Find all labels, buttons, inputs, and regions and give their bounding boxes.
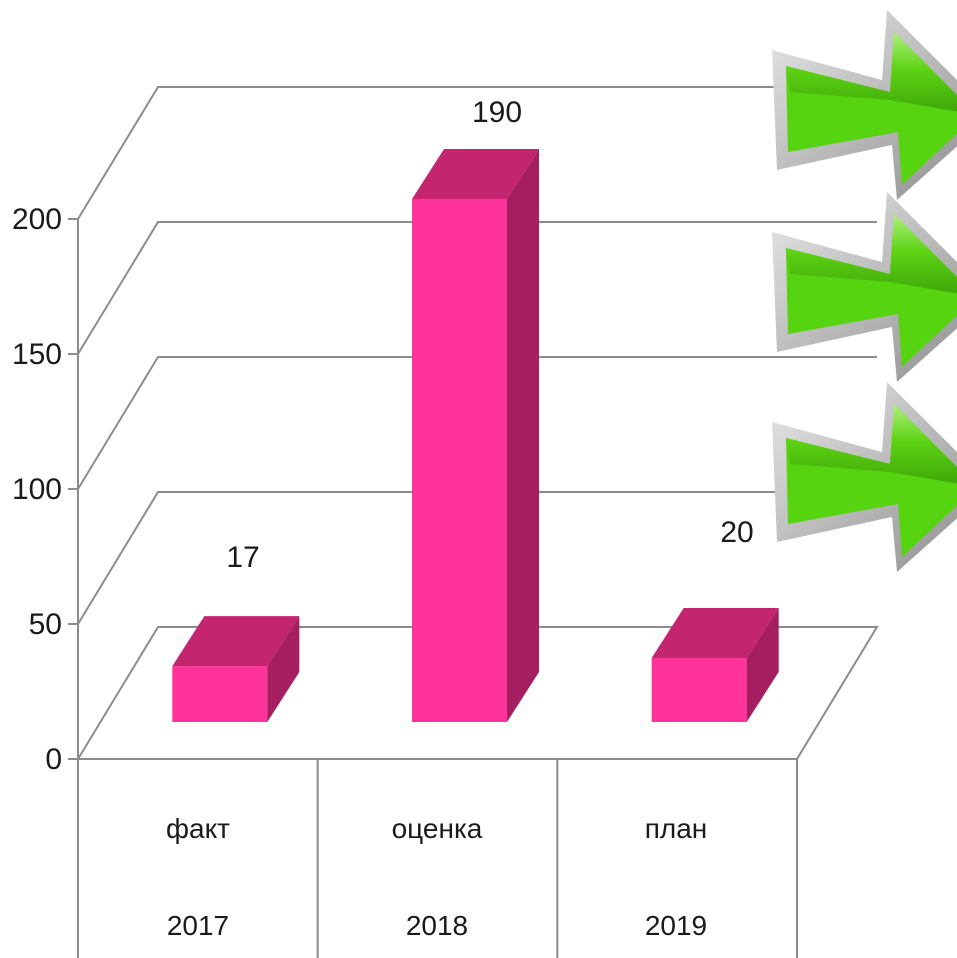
data-label-fakt: 17 [226,541,259,574]
y-tick-label-50: 50 [29,608,62,641]
arrow-highlight [786,32,957,112]
gridline-150 [77,221,877,355]
bar-front-fakt [172,666,268,722]
green-arrow-right-icon [772,192,957,382]
category-year-2017: 2017 [167,910,229,941]
y-axis [68,218,79,760]
bar-top-otsenka [412,149,539,199]
data-label-plan: 20 [720,516,753,549]
y-tick-label-100: 100 [12,473,62,506]
bar-otsenka [412,149,539,722]
bar-side-plan [746,608,779,722]
decorative-arrows [772,10,957,572]
bar-front-otsenka [412,199,507,722]
bar-fakt [172,616,300,722]
arrow-highlight [786,214,957,294]
green-arrow-right-icon [772,382,957,572]
y-tick-label-200: 200 [12,203,62,236]
y-tick-label-150: 150 [12,338,62,371]
bar-side-otsenka [507,149,539,722]
gridline-100 [77,356,877,490]
bar-side-fakt [267,616,300,722]
category-label-plan: план [645,813,708,844]
y-tick-labels: 0 50 100 150 200 [12,203,62,776]
category-label-otsenka: оценка [392,813,483,844]
green-arrow-right-icon [772,10,957,200]
gridline-200 [77,86,877,220]
bar-top-plan [651,608,779,658]
bars [172,149,779,722]
category-table: факт 2017 оценка 2018 план 2019 [77,758,798,958]
category-year-2018: 2018 [406,910,468,941]
data-label-otsenka: 190 [472,96,522,129]
y-tick-label-0: 0 [45,743,62,776]
data-labels: 17 190 20 [226,96,753,574]
category-year-2019: 2019 [645,910,707,941]
arrow-highlight [786,404,957,484]
bar-top-fakt [172,616,300,667]
category-label-fakt: факт [166,813,230,844]
gridline-50 [77,491,877,625]
back-wall-gridlines [77,86,877,625]
bar-plan [651,608,779,722]
bar-front-plan [651,658,747,722]
